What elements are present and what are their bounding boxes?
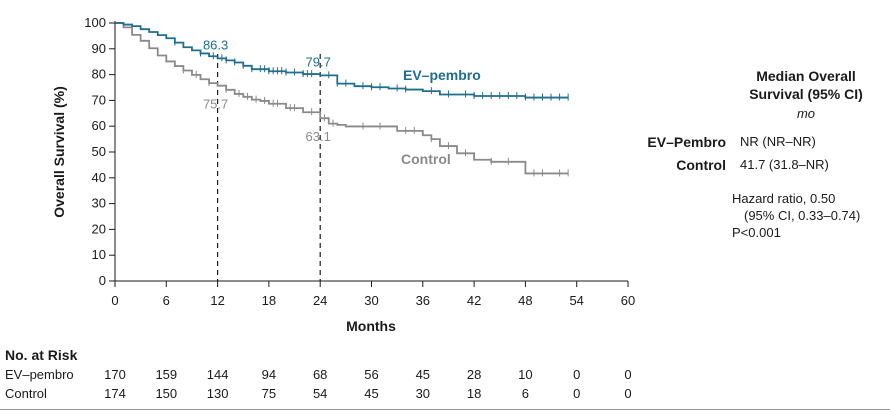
survival-curve-ev-pembro <box>115 22 569 99</box>
data-label: 79.7 <box>306 54 331 69</box>
risk-table-cell: 144 <box>206 367 229 382</box>
hazard-ratio: Hazard ratio, 0.50 <box>732 191 836 206</box>
chart-annotations: 86.3 79.7 75.7 63.1 <box>203 37 331 144</box>
y-tick-label: 70 <box>92 92 106 107</box>
risk-table-cell: 45 <box>415 367 431 382</box>
risk-table-cell: 68 <box>312 367 328 382</box>
risk-table-cell: 0 <box>624 386 632 401</box>
risk-table-cell: 94 <box>261 367 277 382</box>
risk-table-cell: 6 <box>521 386 529 401</box>
x-tick-label: 36 <box>416 293 430 308</box>
risk-table-cell: 0 <box>624 367 632 382</box>
risk-table-cell: 30 <box>415 386 431 401</box>
y-tick-label: 40 <box>92 170 106 185</box>
p-value: P<0.001 <box>732 225 781 240</box>
risk-table-cell: 0 <box>573 367 581 382</box>
y-tick-label: 50 <box>92 144 106 159</box>
y-tick-label: 30 <box>92 196 106 211</box>
data-label: 63.1 <box>306 129 331 144</box>
risk-table-cell: 150 <box>155 386 178 401</box>
series-label-control: Control <box>401 151 451 167</box>
y-tick-label: 20 <box>92 221 106 236</box>
legend-row-control: Control 41.7 (31.8–NR) <box>0 157 890 175</box>
chart-axes: 0 10 20 30 40 50 60 70 80 90 100 0 6 12 18 24 30 36 42 48 54… <box>84 15 635 308</box>
risk-table-cell: 75 <box>261 386 277 401</box>
x-tick-label: 60 <box>621 293 635 308</box>
y-tick-label: 0 <box>99 273 106 288</box>
legend-value: 41.7 (31.8–NR) <box>740 157 829 172</box>
x-axis-title: Months <box>346 318 396 334</box>
data-label: 75.7 <box>203 97 228 112</box>
survival-curves <box>115 22 569 177</box>
legend-value: NR (NR–NR) <box>740 134 816 149</box>
x-tick-label: 54 <box>569 293 583 308</box>
x-tick-label: 0 <box>111 293 118 308</box>
risk-table-cell: 174 <box>104 386 126 401</box>
risk-row-name-control: Control <box>5 386 47 401</box>
legend-name: Control <box>676 157 726 173</box>
x-tick-label: 30 <box>364 293 378 308</box>
risk-table-cell: 0 <box>573 386 581 401</box>
x-tick-label: 6 <box>163 293 170 308</box>
x-tick-label: 18 <box>262 293 276 308</box>
x-tick-label: 24 <box>313 293 327 308</box>
risk-table-cell: 18 <box>466 386 482 401</box>
risk-table-cell: 159 <box>155 367 178 382</box>
legend-unit: mo <box>796 106 816 121</box>
legend-name: EV–Pembro <box>647 134 726 150</box>
x-tick-label: 12 <box>210 293 224 308</box>
risk-table-cell: 28 <box>466 367 482 382</box>
bottom-divider <box>0 409 890 410</box>
series-label-ev-pembro: EV–pembro <box>403 67 481 83</box>
risk-table-cell: 56 <box>364 367 379 382</box>
risk-table-cell: 130 <box>206 386 229 401</box>
x-tick-label: 42 <box>467 293 481 308</box>
y-tick-label: 80 <box>92 67 106 82</box>
risk-table-cell: 170 <box>104 367 126 382</box>
legend-title: Median Overall Survival (95% CI) <box>749 68 863 102</box>
hazard-ratio-block: Hazard ratio, 0.50 (95% CI, 0.33–0.74) P… <box>732 190 860 241</box>
y-tick-label: 100 <box>84 15 106 30</box>
risk-row-name-ev-pembro: EV–pembro <box>5 367 74 382</box>
risk-table-title: No. at Risk <box>5 347 78 363</box>
risk-table-cell: 10 <box>518 367 533 382</box>
data-label: 86.3 <box>203 37 228 52</box>
y-axis-title: Overall Survival (%) <box>51 86 67 218</box>
y-tick-label: 10 <box>92 247 106 262</box>
x-tick-label: 48 <box>518 293 532 308</box>
reference-lines <box>217 53 321 281</box>
survival-curve-control <box>115 22 569 175</box>
y-tick-label: 60 <box>92 118 106 133</box>
hazard-ratio-ci: (95% CI, 0.33–0.74) <box>744 208 861 223</box>
legend-row-ev-pembro: EV–Pembro NR (NR–NR) <box>0 134 890 152</box>
risk-table-cell: 45 <box>364 386 379 401</box>
risk-table-cell: 54 <box>312 386 328 401</box>
y-tick-label: 90 <box>92 41 106 56</box>
